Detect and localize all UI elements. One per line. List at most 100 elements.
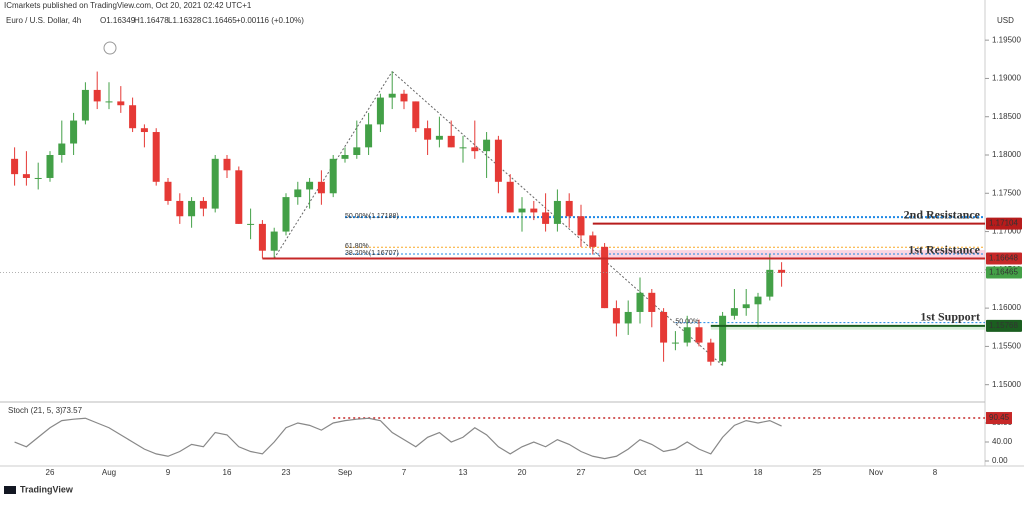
price-tag-label: 1.16648 [989,254,1018,263]
stoch-tag [986,412,1012,425]
level-name: 1st Support [920,310,980,324]
candle-body [624,311,632,324]
candle-body [742,304,750,309]
stoch-line [14,417,782,460]
candle-body [400,93,408,102]
stoch-last: 73.57 [62,406,83,415]
candle-body [270,231,278,251]
candle-body [211,158,219,209]
candle-body [93,89,101,102]
ohlc-value: H1.16478 [134,16,169,25]
fib-label: 38.20%(1.16707) [345,250,399,257]
candle-body [435,135,443,140]
x-tick-label: 9 [166,468,171,477]
y-tick-label: 1.17500 [992,188,1021,197]
candle-body [471,147,479,152]
candle-body [58,143,66,155]
candle-body [388,93,396,98]
candle-body [459,147,467,149]
x-tick-label: 26 [46,468,55,477]
candle-body [483,139,491,152]
candle-body [235,170,243,224]
candle-body [176,200,184,217]
stoch-tag-label: 90.45 [989,413,1010,422]
candle-body [140,128,148,133]
candle-body [365,124,373,148]
x-tick-label: Aug [102,468,116,477]
candle-body [81,89,89,121]
candle-body [553,200,561,224]
candle-body [707,342,715,362]
x-tick-label: 18 [754,468,763,477]
candle-body [565,200,573,217]
candle-body [754,296,762,305]
x-tick-label: 16 [223,468,232,477]
candle-body [282,197,290,232]
candle-body [34,177,42,179]
candle-body [188,200,196,217]
symbol: Euro / U.S. Dollar, 4h [6,16,81,25]
y-tick-label: 1.17000 [992,227,1021,236]
candle-body [294,189,302,198]
candle-body [612,308,620,324]
price-tag-label: 1.16465 [989,268,1018,277]
stoch-tick-label: 40.00 [992,437,1013,446]
x-tick-label: 20 [518,468,527,477]
candle-body [660,311,668,343]
x-tick-label: 13 [459,468,468,477]
x-tick-label: Oct [634,468,647,477]
candle-body [518,208,526,213]
x-tick-label: Nov [869,468,883,477]
candle-body [577,216,585,236]
y-tick-label: 1.19500 [992,35,1021,44]
trend-line [273,71,393,259]
candle-body [530,208,538,213]
candle-body [695,327,703,343]
level-name: 1st Resistance [908,242,980,256]
candle-body [424,128,432,140]
ohlc-value: L1.16328 [168,16,202,25]
candle-body [317,181,325,194]
ohlc-value: C1.16465 [202,16,237,25]
candle-body [353,147,361,155]
x-tick-label: 25 [813,468,822,477]
candle-body [105,101,113,103]
candle-body [447,135,455,148]
candle-body [778,269,786,273]
y-tick-label: 1.18000 [992,150,1021,159]
fib-label: 50.00%(1.17188) [345,213,399,220]
candle-body [46,155,54,178]
candle-body [341,155,349,159]
candle-body [247,223,255,225]
candle-body [22,174,30,178]
price-tag [986,252,1022,265]
y-tick-label: 1.18500 [992,112,1021,121]
candle-body [164,181,172,201]
candle-body [199,200,207,209]
level-name: 2nd Resistance [904,207,981,221]
fib-label: 61.80% [345,243,369,250]
support-zone [710,325,985,330]
candle-body [306,181,314,190]
stoch-tick-label: 0.00 [992,456,1008,465]
candle-body [601,246,609,309]
candle-body [412,101,420,129]
candle-body [11,158,19,175]
candle-body [542,212,550,224]
y-tick-label: 1.16000 [992,303,1021,312]
candle-body [730,308,738,316]
price-tag [986,319,1022,332]
resistance-zone [598,250,985,259]
candle-body [636,292,644,312]
price-tag-label: 1.15768 [989,321,1018,330]
y-tick-label: 1.15500 [992,342,1021,351]
candle-body [223,158,231,171]
candle-body [589,235,597,247]
price-tag [986,217,1022,230]
candle-body [719,315,727,362]
candle-body [766,269,774,297]
candle-body [258,223,266,251]
candle-body [376,97,384,125]
